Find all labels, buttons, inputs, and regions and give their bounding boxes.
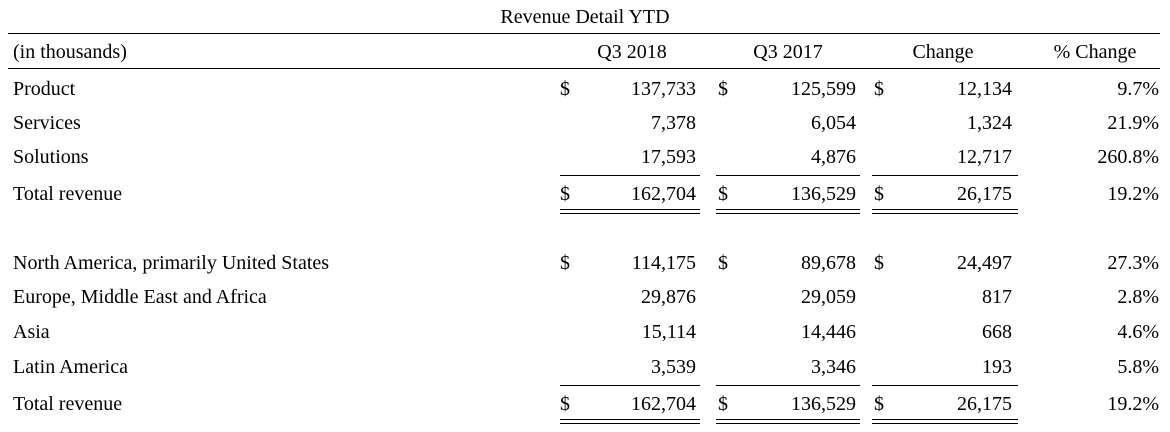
currency-symbol: $ — [560, 78, 570, 100]
value-q3-2017: 125,599 — [791, 78, 856, 100]
table-row: North America, primarily United States $… — [0, 249, 1170, 277]
value-pct-change: 9.7% — [1117, 78, 1159, 100]
value-q3-2018: 15,114 — [641, 321, 696, 343]
row-label: Total revenue — [13, 393, 123, 415]
value-q3-2018: 162,704 — [631, 393, 696, 415]
top-rule — [8, 33, 1160, 34]
value-q3-2017: 4,876 — [811, 146, 856, 168]
row-label: Latin America — [13, 356, 128, 378]
value-pct-change: 5.8% — [1117, 356, 1159, 378]
table-row: Europe, Middle East and Africa 29,876 29… — [0, 283, 1170, 311]
value-q3-2018: 3,539 — [651, 356, 696, 378]
value-q3-2017: 6,054 — [811, 112, 856, 134]
value-pct-change: 4.6% — [1117, 321, 1159, 343]
value-change: 26,175 — [957, 393, 1012, 415]
currency-symbol: $ — [718, 393, 728, 415]
value-q3-2017: 136,529 — [791, 183, 856, 205]
header-pct-change: % Change — [1053, 41, 1137, 63]
row-label: Solutions — [13, 146, 89, 168]
total-double-rule — [716, 419, 860, 424]
total-row: Total revenue $ 162,704 $ 136,529 $ 26,1… — [0, 390, 1170, 418]
currency-symbol: $ — [718, 78, 728, 100]
value-change: 12,717 — [957, 146, 1012, 168]
value-change: 26,175 — [957, 183, 1012, 205]
value-q3-2018: 137,733 — [631, 78, 696, 100]
table-row: Product $ 137,733 $ 125,599 $ 12,134 9.7… — [0, 75, 1170, 103]
table-row: Solutions 17,593 4,876 12,717 260.8% — [0, 143, 1170, 171]
header-q3-2017: Q3 2017 — [753, 41, 823, 63]
header-row: (in thousands) Q3 2018 Q3 2017 Change % … — [0, 38, 1170, 66]
subtotal-rule — [560, 175, 700, 176]
value-change: 24,497 — [957, 252, 1012, 274]
table-title: Revenue Detail YTD — [500, 6, 670, 28]
value-pct-change: 2.8% — [1117, 286, 1159, 308]
header-change: Change — [912, 41, 974, 63]
row-label: Europe, Middle East and Africa — [13, 286, 267, 308]
value-change: 12,134 — [957, 78, 1012, 100]
value-q3-2018: 114,175 — [631, 252, 696, 274]
value-pct-change: 260.8% — [1097, 146, 1159, 168]
value-q3-2017: 136,529 — [791, 393, 856, 415]
value-pct-change: 21.9% — [1107, 112, 1159, 134]
subtotal-rule — [872, 385, 1018, 386]
table-row: Services 7,378 6,054 1,324 21.9% — [0, 109, 1170, 137]
subtotal-rule — [872, 175, 1018, 176]
currency-symbol: $ — [718, 183, 728, 205]
value-pct-change: 19.2% — [1107, 393, 1159, 415]
value-q3-2018: 7,378 — [651, 112, 696, 134]
total-double-rule — [560, 209, 700, 214]
header-q3-2018: Q3 2018 — [597, 41, 667, 63]
value-q3-2017: 14,446 — [801, 321, 856, 343]
row-label: Total revenue — [13, 183, 123, 205]
currency-symbol: $ — [560, 183, 570, 205]
row-label: North America, primarily United States — [13, 252, 330, 274]
subtotal-rule — [716, 175, 860, 176]
total-double-rule — [872, 419, 1018, 424]
value-change: 1,324 — [967, 112, 1012, 134]
currency-symbol: $ — [874, 393, 884, 415]
value-q3-2017: 89,678 — [801, 252, 856, 274]
subtotal-rule — [716, 385, 860, 386]
subtotal-rule — [560, 385, 700, 386]
row-label: Services — [13, 112, 81, 134]
table-row: Asia 15,114 14,446 668 4.6% — [0, 318, 1170, 346]
total-double-rule — [872, 209, 1018, 214]
row-label: Asia — [13, 321, 50, 343]
value-change: 817 — [982, 286, 1012, 308]
header-label: (in thousands) — [13, 41, 127, 63]
header-rule — [8, 68, 1160, 69]
value-change: 193 — [982, 356, 1012, 378]
value-q3-2017: 3,346 — [811, 356, 856, 378]
value-change: 668 — [982, 321, 1012, 343]
table-row: Latin America 3,539 3,346 193 5.8% — [0, 353, 1170, 381]
value-q3-2018: 162,704 — [631, 183, 696, 205]
currency-symbol: $ — [718, 252, 728, 274]
currency-symbol: $ — [560, 393, 570, 415]
value-q3-2017: 29,059 — [801, 286, 856, 308]
currency-symbol: $ — [560, 252, 570, 274]
value-pct-change: 27.3% — [1107, 252, 1159, 274]
currency-symbol: $ — [874, 183, 884, 205]
currency-symbol: $ — [874, 252, 884, 274]
total-row: Total revenue $ 162,704 $ 136,529 $ 26,1… — [0, 180, 1170, 208]
value-q3-2018: 29,876 — [641, 286, 696, 308]
value-pct-change: 19.2% — [1107, 183, 1159, 205]
total-double-rule — [560, 419, 700, 424]
value-q3-2018: 17,593 — [641, 146, 696, 168]
total-double-rule — [716, 209, 860, 214]
currency-symbol: $ — [874, 78, 884, 100]
row-label: Product — [13, 78, 76, 100]
